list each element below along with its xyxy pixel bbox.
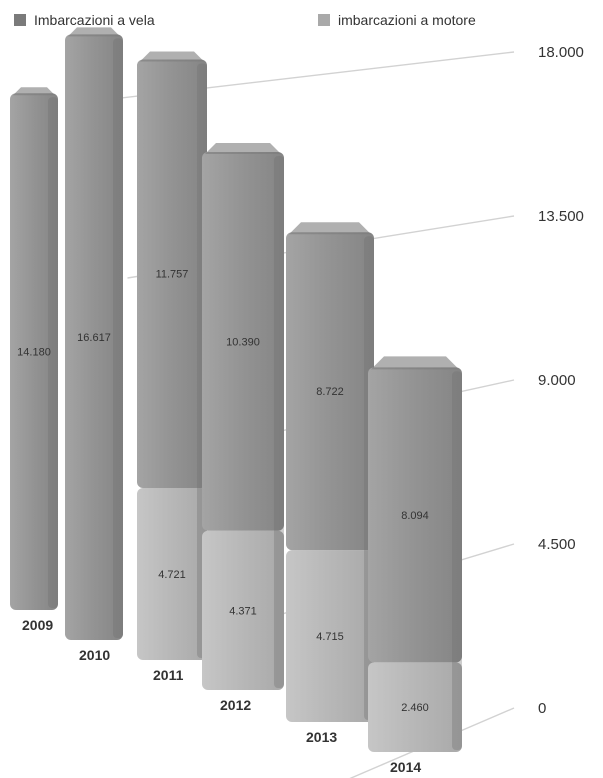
legend-item-motore: imbarcazioni a motore [318,12,476,28]
bar-motore [286,550,374,722]
data-label-vela: 10.390 [226,336,260,348]
legend-item-vela: Imbarcazioni a vela [14,12,155,28]
data-label-vela: 8.094 [401,510,429,522]
bar-side [48,97,58,609]
data-label-motore: 4.371 [229,605,257,617]
bar-motore [368,662,462,752]
x-tick-label: 2012 [220,697,251,713]
data-label-motore: 4.721 [158,569,186,581]
data-label-vela: 11.757 [156,269,189,281]
data-label-vela: 14.180 [17,347,51,359]
bar-side [452,371,462,750]
bar-vela [286,232,374,551]
data-label-vela: 8.722 [316,386,344,398]
data-label-vela: 16.617 [77,332,111,344]
bar-side [274,156,284,688]
bar-motore [137,487,207,660]
y-tick-label: 0 [538,700,546,717]
legend-swatch-motore [318,14,330,26]
bar-cap [68,27,120,37]
legend-label-vela: Imbarcazioni a vela [34,12,155,28]
bar-cap [205,143,281,155]
gridline [349,707,515,778]
x-tick-label: 2013 [306,729,337,745]
legend-swatch-vela [14,14,26,26]
bar-motore [202,530,284,690]
data-label-motore: 2.460 [401,702,429,714]
bar-vela [137,59,207,488]
x-tick-label: 2014 [390,759,421,775]
bar-side [113,38,123,639]
bar-cap [371,356,459,370]
y-tick-label: 4.500 [538,536,576,553]
bar-cap [13,87,55,96]
bar-vela [368,367,462,663]
bar-vela [202,152,284,531]
legend-label-motore: imbarcazioni a motore [338,12,476,28]
bar-cap [289,222,371,235]
bar-vela [10,93,58,611]
data-label-motore: 4.715 [316,631,344,643]
gridline [69,51,515,105]
x-tick-label: 2010 [79,647,110,663]
x-tick-label: 2009 [22,617,53,633]
y-tick-label: 18.000 [538,44,584,61]
x-tick-label: 2011 [153,667,184,683]
y-tick-label: 9.000 [538,372,576,389]
bar-cap [140,51,204,62]
y-tick-label: 13.500 [538,208,584,225]
bar-vela [65,34,123,641]
